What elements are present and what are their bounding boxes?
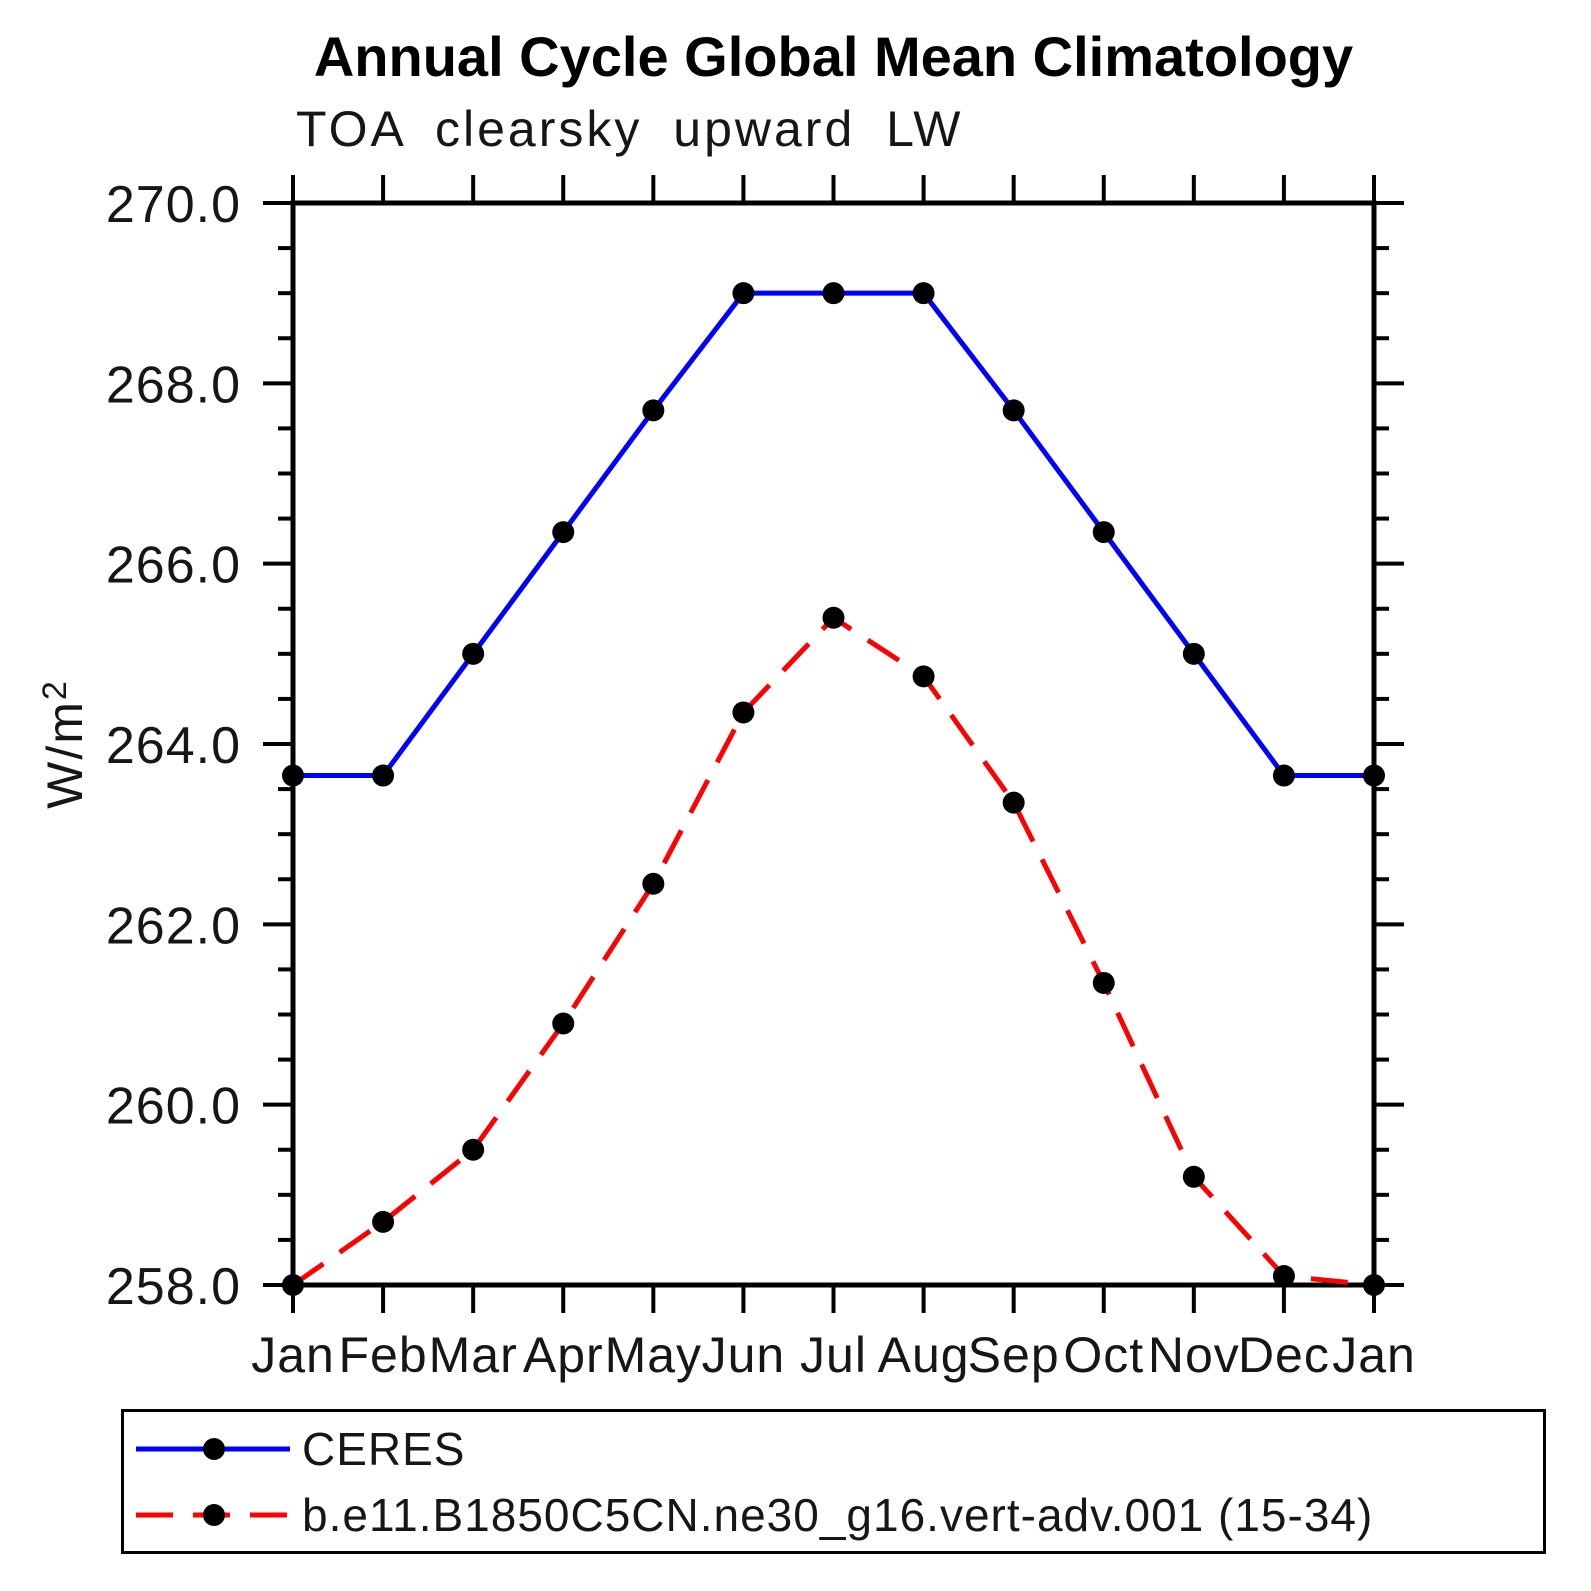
svg-text:W/m2: W/m2: [36, 679, 93, 809]
legend-line-sample-ceres: [136, 1437, 290, 1460]
data-point-marker: [1002, 399, 1025, 422]
legend-item-ceres: CERES: [130, 1421, 1543, 1477]
series-model: [282, 606, 1385, 1296]
data-point-marker: [732, 282, 755, 305]
data-point-marker: [1272, 764, 1295, 787]
legend-label-model: b.e11.B1850C5CN.ne30_g16.vert-adv.001 (1…: [302, 1488, 1374, 1541]
series-line: [291, 614, 1375, 1288]
data-point-marker: [1182, 1165, 1205, 1188]
legend-item-model: b.e11.B1850C5CN.ne30_g16.vert-adv.001 (1…: [130, 1487, 1543, 1543]
data-point-marker: [372, 1210, 395, 1233]
x-tick-label: Jan: [251, 1327, 335, 1383]
data-point-marker: [822, 606, 845, 629]
axis-ticks: [263, 175, 1404, 1313]
x-tick-label: May: [605, 1327, 702, 1383]
data-point-marker: [282, 764, 304, 787]
x-tick-label: Aug: [878, 1327, 970, 1383]
y-axis-label: W/m2: [36, 679, 93, 809]
y-tick-label: 258.0: [106, 1258, 241, 1316]
x-tick-label: Mar: [429, 1327, 518, 1383]
data-point-marker: [642, 399, 665, 422]
y-tick-label: 268.0: [106, 356, 241, 414]
data-point-marker: [552, 1012, 575, 1035]
y-tick-label: 264.0: [106, 717, 241, 775]
y-tick-label: 262.0: [106, 897, 241, 955]
data-point-marker: [1182, 642, 1205, 665]
x-tick-label: Apr: [523, 1327, 604, 1383]
x-tick-label: Jun: [702, 1327, 786, 1383]
legend-line-sample-model: [136, 1503, 290, 1526]
data-point-marker: [1092, 521, 1115, 544]
series-ceres: [282, 282, 1385, 787]
legend-label-ceres: CERES: [302, 1422, 466, 1475]
series-line: [293, 290, 1374, 779]
y-tick-label: 270.0: [106, 176, 241, 234]
data-point-marker: [282, 1274, 304, 1296]
x-tick-label: Nov: [1148, 1327, 1240, 1383]
data-point-marker: [912, 282, 935, 305]
data-point-marker: [1363, 1274, 1385, 1296]
x-tick-label: Sep: [968, 1327, 1060, 1383]
data-point-marker: [822, 282, 845, 305]
data-point-marker: [372, 764, 395, 787]
y-tick-label: 266.0: [106, 537, 241, 595]
data-point-marker: [732, 701, 755, 724]
x-tick-label: Feb: [338, 1327, 427, 1383]
data-point-marker: [1002, 791, 1025, 814]
x-tick-label: Dec: [1238, 1327, 1330, 1383]
data-point-marker: [1272, 1264, 1295, 1287]
data-point-marker: [1363, 764, 1385, 787]
legend: CERES b.e11.B1850C5CN.ne30_g16.vert-adv.…: [121, 1409, 1546, 1554]
chart-title: Annual Cycle Global Mean Climatology: [313, 25, 1354, 88]
y-tick-label: 260.0: [106, 1078, 241, 1136]
data-point-marker: [1092, 971, 1115, 994]
data-point-marker: [642, 872, 665, 895]
data-point-marker: [912, 665, 935, 688]
x-tick-label: Jan: [1332, 1327, 1416, 1383]
chart-subtitle: TOA clearsky upward LW: [296, 101, 964, 157]
axis-frame: [290, 200, 1377, 1288]
data-point-marker: [552, 521, 575, 544]
x-tick-label: Oct: [1063, 1327, 1144, 1383]
data-point-marker: [462, 642, 485, 665]
x-tick-label: Jul: [800, 1327, 867, 1383]
data-point-marker: [462, 1138, 485, 1161]
